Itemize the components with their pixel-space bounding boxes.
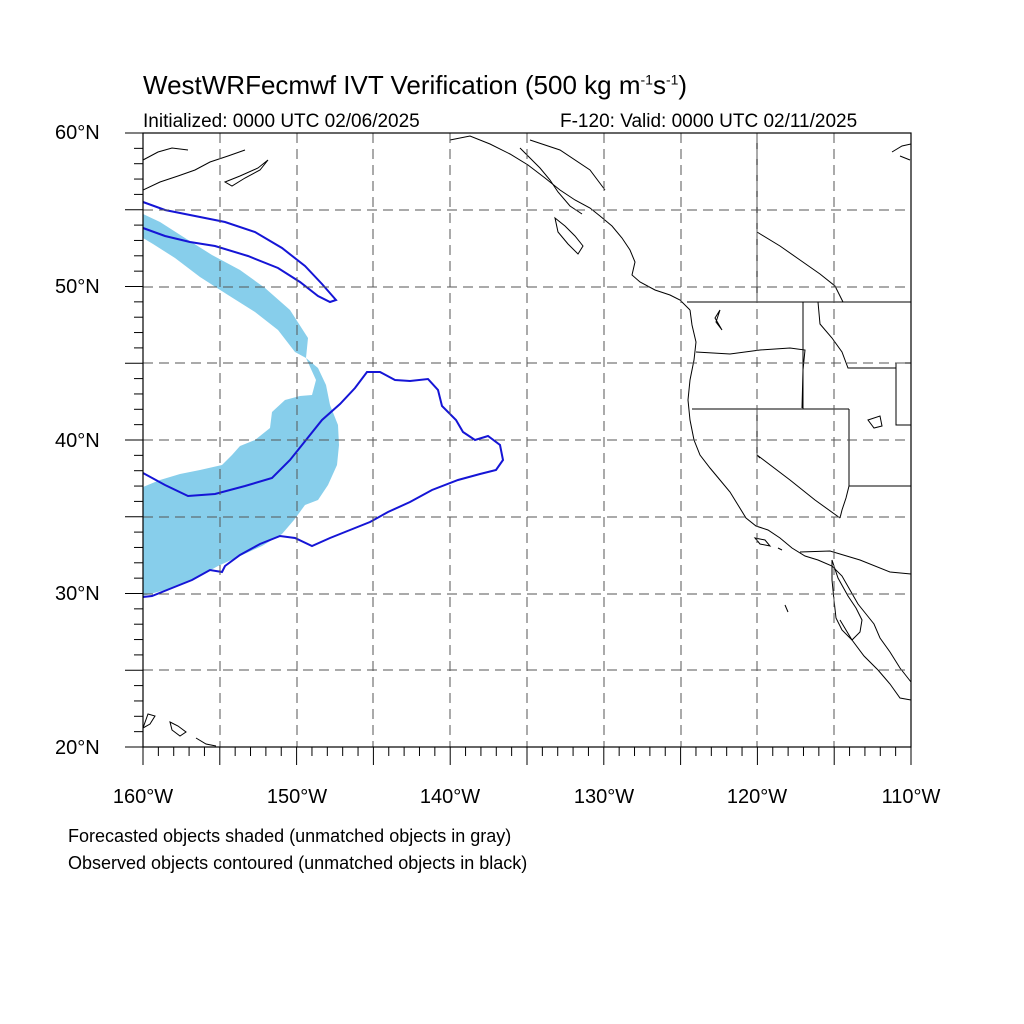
lon-label-120w: 120°W [726,786,788,808]
political-boundaries [687,133,911,575]
coastlines [143,135,911,747]
lon-label-140w: 140°W [419,786,481,808]
lat-label-20n: 20°N [55,737,100,759]
observed-contour-main [143,371,505,598]
forecast-object-main [143,358,339,596]
lat-label-60n: 60°N [55,122,100,144]
graticule [143,133,911,747]
lat-label-50n: 50°N [55,276,100,298]
lon-label-110w: 110°W [881,786,941,808]
lon-label-130w: 130°W [573,786,635,808]
map-title: WestWRFecmwf IVT Verification (500 kg m-… [143,70,688,100]
forecast-object-north [143,214,308,358]
valid-time-label: F-120: Valid: 0000 UTC 02/11/2025 [560,111,858,132]
lon-label-150w: 150°W [266,786,328,808]
legend-note-observed: Observed objects contoured (unmatched ob… [68,853,528,873]
lon-label-160w: 160°W [112,786,174,808]
lat-label-40n: 40°N [55,430,100,452]
axis-ticks [125,132,912,765]
legend-note-forecast: Forecasted objects shaded (unmatched obj… [68,826,512,846]
lat-label-30n: 30°N [55,583,100,605]
init-time-label: Initialized: 0000 UTC 02/06/2025 [143,111,420,132]
forecast-objects [143,214,339,596]
